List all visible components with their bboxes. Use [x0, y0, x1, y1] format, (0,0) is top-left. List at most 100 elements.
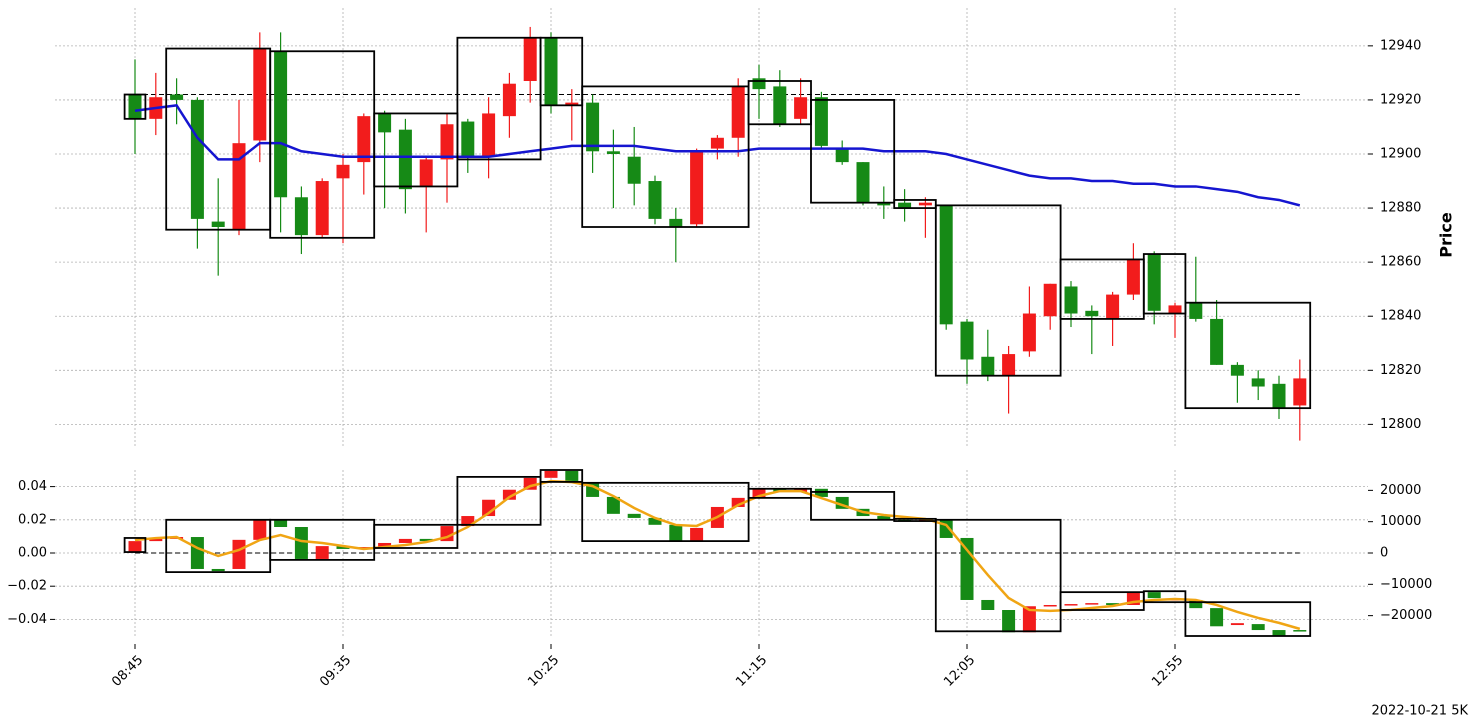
x-tick-label: 12:05	[941, 653, 978, 690]
candle-body	[1064, 604, 1078, 606]
candle-body	[357, 116, 371, 163]
candle-body	[877, 202, 891, 206]
y-tick-label: 12800	[1380, 417, 1421, 432]
box	[893, 199, 937, 209]
candle-body	[398, 129, 412, 190]
candle-body	[565, 102, 579, 106]
candle-body	[544, 37, 558, 106]
box	[934, 204, 1062, 377]
candle-body	[523, 37, 537, 81]
box	[1184, 601, 1312, 637]
candle-body	[274, 51, 288, 198]
y-axis-label: Price	[1437, 212, 1456, 258]
candle-body	[1106, 603, 1120, 605]
candle-body	[1002, 354, 1016, 376]
candle-body	[544, 470, 558, 478]
candle-body	[565, 470, 579, 481]
candle-body	[773, 86, 787, 125]
candle-body	[1251, 624, 1265, 631]
candle-body	[378, 542, 392, 548]
box	[810, 491, 896, 521]
candle-body	[294, 527, 308, 559]
candle-body	[752, 488, 766, 498]
x-tick-label: 09:35	[317, 653, 354, 690]
candle-body	[835, 148, 849, 163]
y-tick-label: 12860	[1380, 255, 1421, 270]
box	[1142, 253, 1187, 315]
candle-body	[1022, 606, 1036, 633]
candle-body	[128, 541, 142, 553]
candle-body	[1272, 630, 1286, 636]
candle-body	[315, 546, 329, 559]
y2-tick-label: 10000	[1380, 514, 1421, 529]
candle-body	[398, 538, 412, 543]
x-tick-label: 08:45	[109, 653, 146, 690]
candle-body	[419, 538, 433, 542]
candle-body	[856, 162, 870, 203]
candle-body	[253, 48, 267, 141]
candle-body	[232, 539, 246, 569]
candle-body	[232, 143, 246, 230]
box	[456, 475, 542, 526]
candle-body	[502, 83, 516, 117]
candle-body	[1147, 592, 1161, 599]
y-tick-label: 12840	[1380, 309, 1421, 324]
candle-body	[606, 496, 620, 514]
candle-body	[274, 519, 288, 528]
candle-body	[190, 99, 204, 219]
box	[810, 99, 896, 204]
box	[539, 469, 584, 483]
candle-body	[1022, 313, 1036, 352]
candle-body	[502, 489, 516, 500]
candle-body	[440, 124, 454, 160]
candle-body	[939, 205, 953, 325]
y2-tick-label: −20000	[1380, 608, 1432, 623]
candle-body	[1002, 610, 1016, 633]
box	[1142, 590, 1187, 604]
candle-body	[690, 151, 704, 225]
candle-body	[1064, 286, 1078, 314]
candle-body	[1085, 603, 1099, 605]
candle-body	[1189, 302, 1203, 319]
y-tick-label: −0.04	[7, 612, 47, 627]
candle-body	[149, 538, 163, 542]
candle-body	[419, 159, 433, 187]
candle-body	[898, 202, 912, 209]
y-tick-label: 0.00	[18, 546, 47, 561]
candle-body	[461, 121, 475, 157]
candle-body	[752, 78, 766, 90]
candle-body	[253, 519, 267, 540]
footer: 2022-10-21 5K	[1372, 704, 1469, 719]
candle-body	[211, 221, 225, 227]
candle-body	[648, 517, 662, 525]
y-tick-label: 12900	[1380, 147, 1421, 162]
box	[123, 537, 147, 553]
candle-body	[336, 546, 350, 549]
candle-body	[523, 477, 537, 490]
candle-body	[731, 86, 745, 138]
box	[373, 523, 459, 549]
candle-body	[960, 537, 974, 600]
candle-body	[731, 497, 745, 507]
candle-body	[981, 356, 995, 376]
box	[581, 481, 750, 542]
y2-tick-label: −10000	[1380, 577, 1432, 592]
candle-body	[1085, 310, 1099, 317]
candle-body	[1106, 294, 1120, 319]
box	[539, 36, 584, 107]
y-tick-label: 0.02	[18, 512, 47, 527]
candle-body	[315, 181, 329, 236]
candle-body	[1126, 259, 1140, 295]
y-tick-label: −0.02	[7, 579, 47, 594]
y2-tick-label: 20000	[1380, 483, 1421, 498]
candle-body	[128, 94, 142, 119]
candle-body	[1251, 378, 1265, 387]
candle-body	[211, 568, 225, 572]
candle-body	[1210, 608, 1224, 627]
candle-body	[1043, 604, 1057, 607]
y-tick-label: 12940	[1380, 38, 1421, 53]
candle-body	[1230, 623, 1244, 626]
candle-body	[1168, 305, 1182, 314]
